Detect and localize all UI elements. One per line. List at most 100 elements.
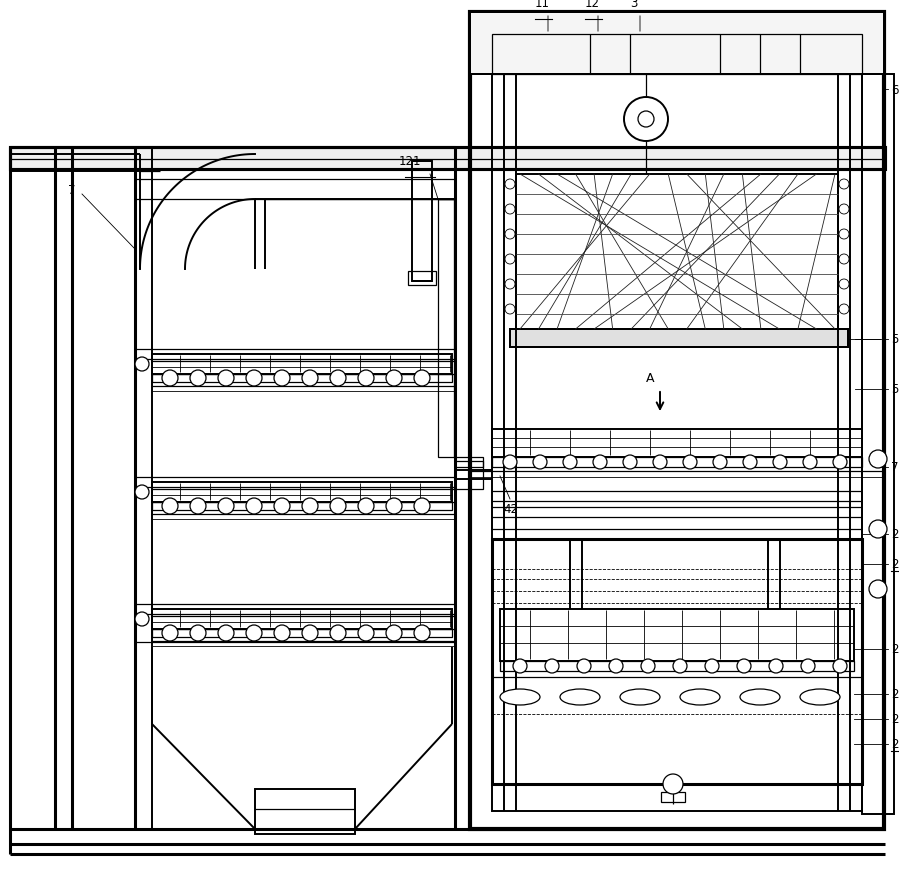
Circle shape [683, 455, 697, 469]
Circle shape [414, 499, 430, 514]
Circle shape [673, 660, 687, 673]
Text: 21: 21 [891, 643, 899, 656]
Circle shape [869, 521, 887, 539]
Bar [492, 429, 862, 457]
Circle shape [641, 660, 655, 673]
Bar [661, 792, 685, 802]
Circle shape [414, 370, 430, 387]
Bar [10, 148, 885, 169]
Circle shape [545, 660, 559, 673]
Circle shape [737, 660, 751, 673]
Text: 42: 42 [503, 502, 518, 515]
Circle shape [505, 229, 515, 240]
Bar [862, 75, 894, 814]
Circle shape [358, 499, 374, 514]
Ellipse shape [560, 689, 600, 705]
Bar [152, 375, 452, 382]
Circle shape [246, 370, 262, 387]
Circle shape [386, 626, 402, 641]
Bar [255, 789, 355, 834]
Circle shape [218, 499, 234, 514]
Ellipse shape [680, 689, 720, 705]
Bar [492, 35, 862, 811]
Circle shape [505, 255, 515, 265]
Text: 22: 22 [891, 687, 899, 700]
Circle shape [833, 660, 847, 673]
Circle shape [330, 626, 346, 641]
Circle shape [505, 205, 515, 215]
Bar [408, 272, 436, 286]
Circle shape [135, 613, 149, 627]
Circle shape [839, 229, 849, 240]
Text: 52: 52 [891, 383, 899, 396]
Text: 51: 51 [891, 333, 899, 346]
Circle shape [663, 774, 683, 794]
Circle shape [386, 370, 402, 387]
Ellipse shape [620, 689, 660, 705]
Circle shape [190, 499, 206, 514]
Bar [152, 482, 452, 502]
Circle shape [274, 370, 290, 387]
Text: 211: 211 [891, 558, 899, 571]
Circle shape [358, 626, 374, 641]
Circle shape [839, 180, 849, 189]
Bar [152, 502, 452, 510]
Ellipse shape [740, 689, 780, 705]
Circle shape [705, 660, 719, 673]
Circle shape [533, 455, 547, 469]
Circle shape [563, 455, 577, 469]
Circle shape [246, 626, 262, 641]
Text: A: A [645, 372, 654, 385]
Circle shape [653, 455, 667, 469]
Bar [510, 329, 848, 348]
Ellipse shape [500, 689, 540, 705]
Circle shape [274, 626, 290, 641]
Circle shape [503, 455, 517, 469]
Circle shape [330, 499, 346, 514]
Circle shape [769, 660, 783, 673]
Circle shape [162, 499, 178, 514]
Bar [152, 629, 452, 637]
Bar [500, 609, 854, 661]
Text: 3: 3 [630, 0, 637, 10]
Bar [492, 457, 862, 468]
Text: 212: 212 [891, 738, 899, 751]
Circle shape [773, 455, 787, 469]
Circle shape [505, 280, 515, 289]
Circle shape [274, 499, 290, 514]
Circle shape [358, 370, 374, 387]
Circle shape [246, 499, 262, 514]
Text: 11: 11 [535, 0, 549, 10]
Circle shape [593, 455, 607, 469]
Circle shape [505, 305, 515, 315]
Text: 121: 121 [399, 155, 422, 168]
Bar [455, 461, 483, 468]
Bar [412, 162, 432, 282]
Circle shape [839, 205, 849, 215]
Circle shape [869, 580, 887, 599]
Bar [492, 540, 862, 784]
Bar [10, 148, 885, 169]
Circle shape [505, 180, 515, 189]
Circle shape [803, 455, 817, 469]
Circle shape [839, 305, 849, 315]
Circle shape [869, 450, 887, 468]
Circle shape [414, 626, 430, 641]
Ellipse shape [800, 689, 840, 705]
Circle shape [839, 255, 849, 265]
Text: 23: 23 [891, 713, 899, 726]
Circle shape [743, 455, 757, 469]
Bar [510, 329, 848, 348]
Bar [470, 13, 884, 829]
Circle shape [839, 280, 849, 289]
Circle shape [218, 370, 234, 387]
Bar [492, 35, 862, 75]
Circle shape [330, 370, 346, 387]
Circle shape [386, 499, 402, 514]
Bar [470, 13, 884, 75]
Text: 6: 6 [891, 83, 898, 96]
Bar [455, 457, 483, 489]
Text: 7: 7 [68, 183, 76, 196]
Circle shape [135, 486, 149, 500]
Bar [438, 200, 454, 457]
